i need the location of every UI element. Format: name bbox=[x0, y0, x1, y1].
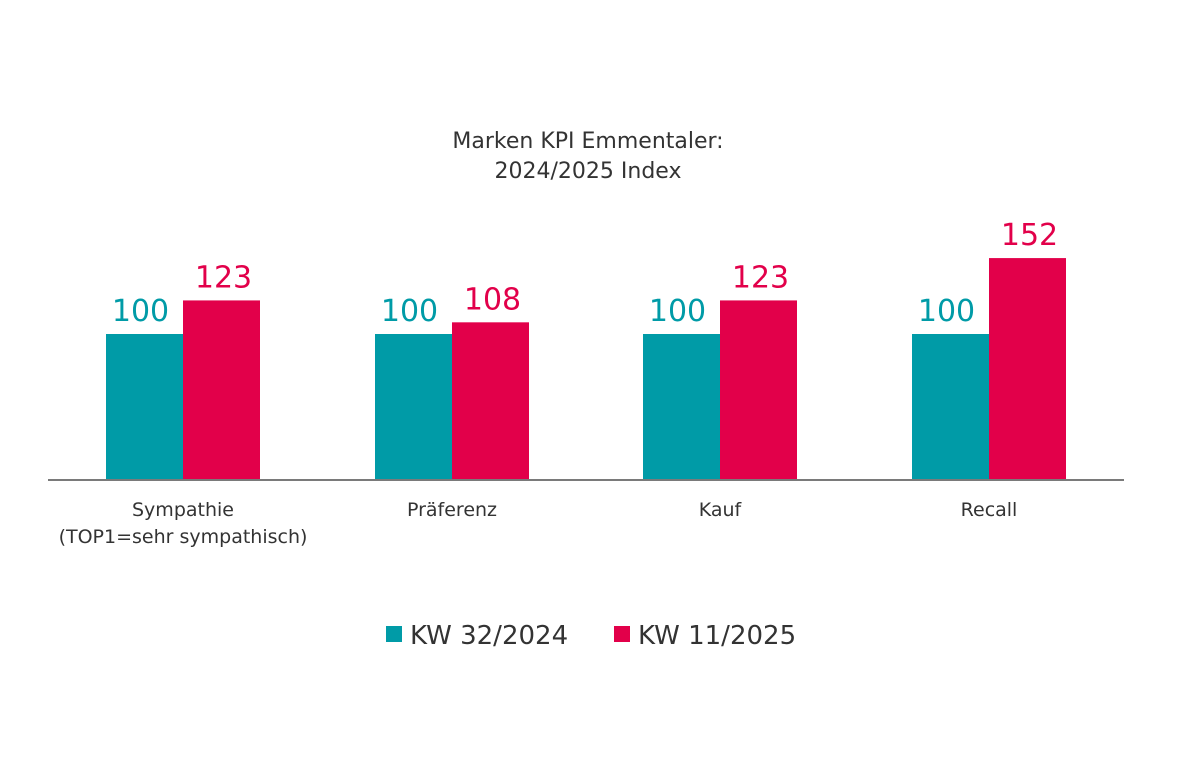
legend-label-kw-32-2024: KW 32/2024 bbox=[410, 621, 568, 651]
data-label-kw-11-2025-1: 108 bbox=[464, 282, 521, 317]
category-label-0: Sympathie bbox=[132, 499, 234, 521]
legend: KW 32/2024 KW 11/2025 bbox=[386, 621, 796, 651]
value-labels-group: 100 100 100 100 123 108 123 152 bbox=[112, 218, 1058, 329]
bar-kw-11-2025-3 bbox=[989, 258, 1066, 480]
category-label-2: Kauf bbox=[699, 499, 743, 521]
data-label-kw-11-2025-3: 152 bbox=[1001, 218, 1058, 253]
chart-subtitle: 2024/2025 Index bbox=[495, 159, 682, 184]
data-label-kw-32-2024-0: 100 bbox=[112, 294, 169, 329]
category-label-3: Recall bbox=[961, 499, 1018, 521]
bar-kw-32-2024-2 bbox=[643, 334, 720, 480]
data-label-kw-32-2024-1: 100 bbox=[381, 294, 438, 329]
category-label-1: Präferenz bbox=[407, 499, 497, 521]
bar-kw-11-2025-1 bbox=[452, 322, 529, 480]
bar-kw-32-2024-3 bbox=[912, 334, 989, 480]
bars-group bbox=[106, 258, 1066, 480]
data-label-kw-11-2025-0: 123 bbox=[195, 260, 252, 295]
legend-swatch-kw-32-2024 bbox=[386, 626, 402, 642]
category-label-0-line1: (TOP1=sehr sympathisch) bbox=[59, 526, 308, 548]
data-label-kw-32-2024-3: 100 bbox=[918, 294, 975, 329]
category-labels-group: Sympathie (TOP1=sehr sympathisch) Präferen… bbox=[59, 499, 1018, 548]
chart-title: Marken KPI Emmentaler: bbox=[452, 129, 723, 154]
bar-kw-11-2025-2 bbox=[720, 300, 797, 480]
legend-swatch-kw-11-2025 bbox=[614, 626, 630, 642]
data-label-kw-32-2024-2: 100 bbox=[649, 294, 706, 329]
bar-kw-32-2024-0 bbox=[106, 334, 183, 480]
data-label-kw-11-2025-2: 123 bbox=[732, 260, 789, 295]
bar-kw-32-2024-1 bbox=[375, 334, 452, 480]
bar-kw-11-2025-0 bbox=[183, 300, 260, 480]
legend-label-kw-11-2025: KW 11/2025 bbox=[638, 621, 796, 651]
